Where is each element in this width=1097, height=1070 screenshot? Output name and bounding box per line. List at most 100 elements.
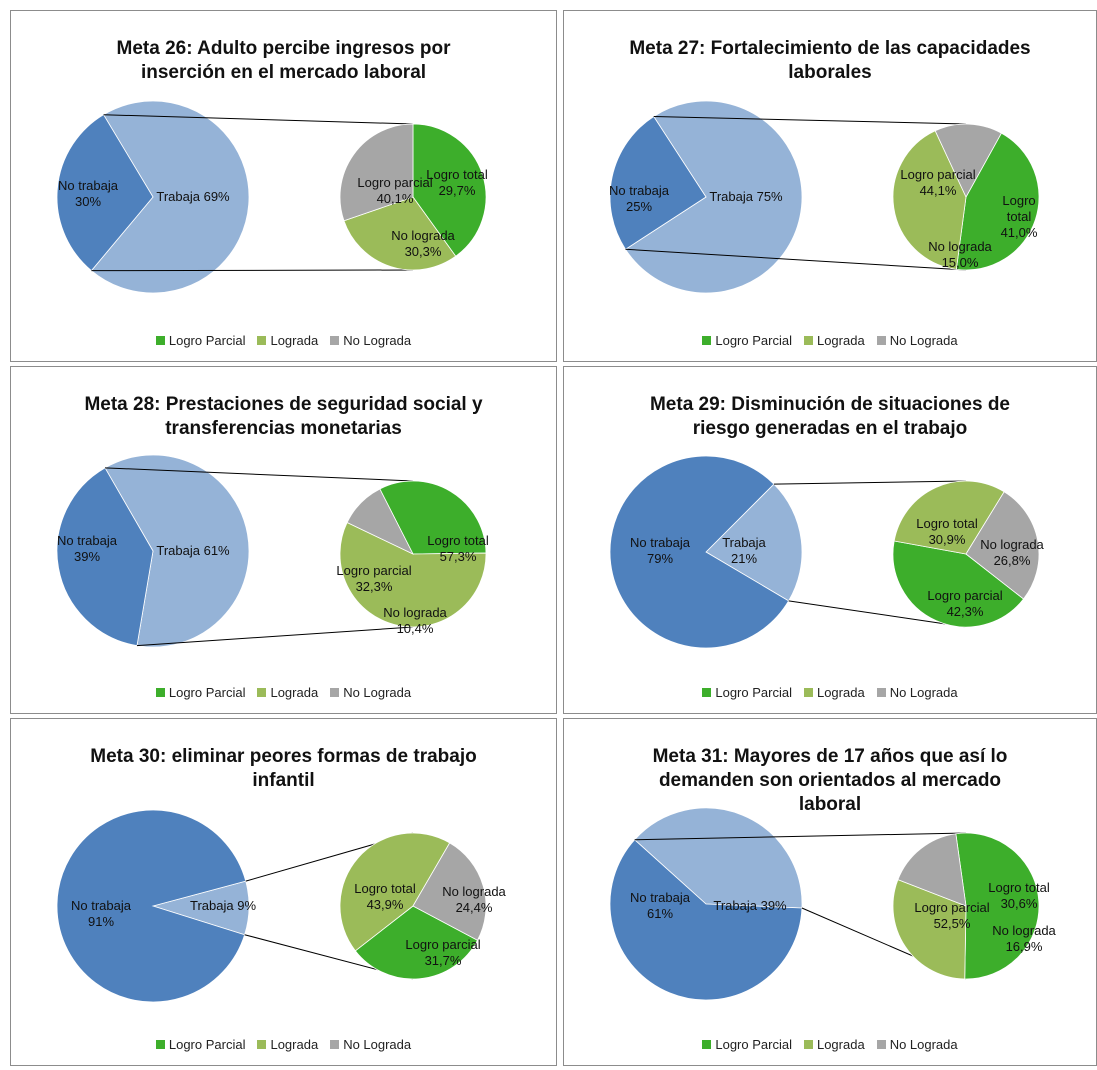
pie-of-pie-svg: Trabaja 21% No trabaja 79% Logro parcial 42,3… (609, 455, 1045, 649)
legend-item-logro-parcial: Logro Parcial (155, 333, 246, 348)
connector-bottom (136, 626, 414, 647)
breakdown-slice-label-no-lograda: No lograda 15,0% (928, 239, 992, 270)
chart-legend: Logro Parcial Lograda No Lograda (564, 1037, 1096, 1052)
breakdown-slice-label-no-lograda: No lograda 30,3% (391, 228, 455, 259)
breakdown-slice-no-lograda (965, 491, 1040, 600)
legend-item-no-lograda: No Lograda (876, 685, 958, 700)
legend-swatch (330, 1040, 340, 1050)
breakdown-slice-label-logrado: Logro total 57,3% (427, 533, 489, 564)
legend-swatch (702, 336, 712, 346)
main-slice-label-trabaja: Trabaja 75% (709, 189, 783, 204)
main-slice-label-no-trabaja: No trabaja 39% (57, 533, 118, 564)
legend-swatch (803, 688, 813, 698)
breakdown-slice-label-logro-parcial: Logro parcial 31,7% (405, 937, 480, 968)
legend-item-logro-parcial: Logro Parcial (702, 1037, 792, 1052)
chart-panel-3: Meta 28: Prestaciones de seguridad socia… (10, 366, 557, 714)
legend-item-lograda: Lograda (257, 1037, 318, 1052)
connector-top (103, 114, 414, 125)
legend-item-lograda: Lograda (257, 333, 318, 348)
chart-title: Meta 31: Mayores de 17 años que así lo d… (652, 746, 1008, 815)
chart-title: Meta 27: Fortalecimiento de las capacida… (629, 38, 1031, 83)
legend-item-no-lograda: No Lograda (330, 333, 411, 348)
chart-legend: Logro Parcial Lograda No Lograda (564, 685, 1096, 700)
breakdown-slice-no-lograda (934, 123, 1002, 198)
chart-title: Meta 29: Disminución de situaciones de r… (649, 394, 1011, 439)
legend-item-no-lograda: No Lograda (330, 685, 411, 700)
legend-label: No Lograda (889, 685, 958, 700)
breakdown-slice-logrado (892, 879, 967, 980)
breakdown-slice-label-logrado: Logro total 29,7% (426, 167, 488, 198)
main-slice-no-trabaja (609, 455, 790, 649)
legend-item-lograda: Lograda (803, 333, 865, 348)
legend-swatch (155, 336, 165, 346)
legend-item-lograda: Lograda (803, 1037, 865, 1052)
main-slice-label-no-trabaja: No trabaja 30% (58, 178, 119, 209)
chart-panel-4: Meta 29: Disminución de situaciones de r… (563, 366, 1097, 714)
breakdown-slice-label-logro-parcial: Logro parcial 44,1% (900, 167, 975, 198)
main-slice-trabaja (104, 454, 250, 648)
breakdown-slice-logrado (343, 196, 457, 271)
breakdown-slice-label-no-lograda: No lograda 24,4% (442, 884, 506, 915)
main-slice-no-trabaja (56, 114, 154, 272)
breakdown-slice-label-logro-parcial: Logro parcial 40,1% (357, 175, 432, 206)
breakdown-slice-logro-parcial (379, 480, 487, 555)
legend-label: Logro Parcial (715, 685, 792, 700)
breakdown-slice-logro-parcial (955, 832, 1040, 980)
main-slice-trabaja (624, 100, 803, 294)
pie-of-pie-svg: Trabaja 9% No trabaja 91% Logro parcial 31,7… (56, 809, 507, 1003)
main-slice-label-no-trabaja: No trabaja 79% (630, 535, 691, 566)
legend-swatch (803, 1040, 813, 1050)
breakdown-slice-label-logrado: Logro total 30,6% (988, 880, 1050, 911)
legend-swatch (155, 1040, 165, 1050)
legend-swatch (257, 336, 267, 346)
breakdown-slice-label-logrado: Logro total 30,9% (916, 516, 978, 547)
breakdown-slice-label-logro-parcial: Logro parcial 42,3% (927, 588, 1002, 619)
pie-of-pie-svg: Trabaja 69% No trabaja 30% Logro parcial 40,… (56, 100, 488, 294)
connector-top (634, 832, 967, 841)
chart-panel-1: Meta 26: Adulto percibe ingresos por ins… (10, 10, 557, 362)
pie-of-pie-svg: Trabaja 75% No trabaja 25% Logro parcial 44,… (609, 100, 1040, 294)
breakdown-slice-label-logrado: Logro total 43,9% (354, 881, 416, 912)
connector-bottom (91, 269, 414, 272)
main-slice-label-trabaja: Trabaja 69% (156, 189, 230, 204)
main-slice-label-trabaja: Trabaja 61% (156, 543, 230, 558)
pie-of-pie-svg: Trabaja 61% No trabaja 39% Logro parcial 32,… (56, 454, 489, 648)
breakdown-slice-logro-parcial (955, 132, 1040, 271)
main-slice-no-trabaja (609, 839, 803, 1001)
chart-legend: Logro Parcial Lograda No Lograda (564, 333, 1096, 348)
legend-label: No Lograda (343, 685, 412, 700)
legend-swatch (155, 688, 165, 698)
main-slice-no-trabaja (56, 809, 247, 1003)
legend-label: Logro Parcial (168, 333, 246, 348)
breakdown-slice-logro-parcial (892, 540, 1025, 628)
chart-legend: Logro Parcial Lograda No Lograda (11, 333, 556, 348)
legend-label: Lograda (270, 1037, 319, 1052)
breakdown-slice-no-lograda (339, 123, 414, 222)
main-slice-no-trabaja (56, 467, 154, 647)
connector-bottom (625, 248, 967, 271)
chart-title: Meta 26: Adulto percibe ingresos por ins… (116, 38, 451, 83)
chart-legend: Logro Parcial Lograda No Lograda (11, 685, 556, 700)
legend-label: Logro Parcial (168, 685, 246, 700)
connector-top (653, 115, 967, 125)
main-slice-label-trabaja: Trabaja 9% (190, 898, 256, 913)
legend-swatch (330, 688, 340, 698)
legend-swatch (876, 688, 886, 698)
legend-swatch (257, 1040, 267, 1050)
breakdown-slice-logrado (339, 832, 451, 952)
breakdown-slice-label-no-lograda: No lograda 10,4% (383, 605, 447, 636)
chart-legend: Logro Parcial Lograda No Lograda (11, 1037, 556, 1052)
chart-panel-5: Meta 30: eliminar peores formas de traba… (10, 718, 557, 1066)
chart-title: Meta 28: Prestaciones de seguridad socia… (84, 394, 483, 439)
legend-item-logro-parcial: Logro Parcial (702, 685, 792, 700)
chart-panel-2: Meta 27: Fortalecimiento de las capacida… (563, 10, 1097, 362)
main-slice-trabaja (705, 483, 803, 602)
legend-item-logro-parcial: Logro Parcial (155, 1037, 246, 1052)
legend-label: Lograda (816, 685, 865, 700)
legend-label: Logro Parcial (168, 1037, 246, 1052)
legend-swatch (876, 336, 886, 346)
breakdown-slice-no-lograda (412, 842, 487, 941)
legend-label: Lograda (816, 1037, 865, 1052)
main-slice-label-no-trabaja: No trabaja 91% (71, 898, 132, 929)
breakdown-slice-label-logro-parcial: Logro parcial 32,3% (336, 563, 411, 594)
